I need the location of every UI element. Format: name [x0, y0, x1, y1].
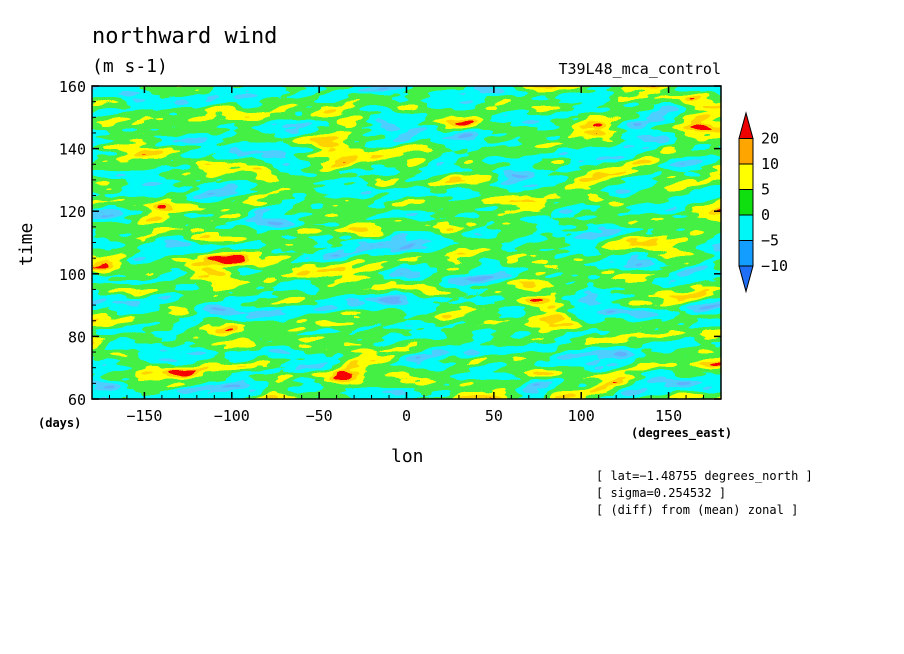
x-tick-label: 50 — [485, 407, 503, 425]
x-tick-label: −150 — [126, 407, 162, 425]
colorbar-level-label: 20 — [761, 130, 779, 148]
annotation-lat: [ lat=−1.48755 degrees_north ] — [596, 469, 813, 483]
chart-title: northward wind — [92, 24, 278, 49]
colorbar-box — [738, 163, 754, 190]
x-tick-label: 150 — [655, 407, 682, 425]
colorbar-box — [738, 240, 754, 267]
colorbar-level-label: −5 — [761, 232, 779, 250]
y-axis-label: time — [16, 222, 37, 266]
colorbar-box — [738, 189, 754, 216]
chart-units: (m s-1) — [92, 56, 168, 77]
colorbar-bottom-triangle — [738, 265, 754, 294]
y-tick-label: 120 — [59, 203, 86, 221]
x-tick-label: −50 — [306, 407, 333, 425]
annotation-sigma: [ sigma=0.254532 ] — [596, 486, 727, 500]
y-axis-ticks: 60 80 100 120 140 160 — [59, 78, 721, 409]
y-tick-label: 100 — [59, 266, 86, 284]
x-axis-label: lon — [391, 446, 424, 467]
x-tick-label: 100 — [568, 407, 595, 425]
colorbar-level-label: 0 — [761, 206, 770, 224]
y-tick-label: 60 — [68, 391, 86, 409]
colorbar: −10 −5 0 5 10 20 — [738, 111, 788, 294]
x-tick-label: −100 — [214, 407, 250, 425]
x-axis-units: (degrees_east) — [631, 426, 733, 440]
y-tick-label: 140 — [59, 141, 86, 159]
colorbar-box — [738, 214, 754, 241]
colorbar-level-label: −10 — [761, 257, 788, 275]
y-tick-label: 160 — [59, 78, 86, 96]
annotation-diff: [ (diff) from (mean) zonal ] — [596, 503, 799, 517]
y-axis-units: (days) — [38, 416, 82, 430]
y-tick-label: 80 — [68, 328, 86, 346]
run-label: T39L48_mca_control — [558, 60, 721, 78]
colorbar-level-label: 5 — [761, 181, 770, 199]
colorbar-level-label: 10 — [761, 155, 779, 173]
colorbar-box — [738, 138, 754, 165]
colorbar-top-triangle — [738, 111, 754, 139]
x-tick-label: 0 — [402, 407, 411, 425]
x-axis-ticks: −150 −100 −50 0 50 100 150 — [108, 86, 705, 425]
